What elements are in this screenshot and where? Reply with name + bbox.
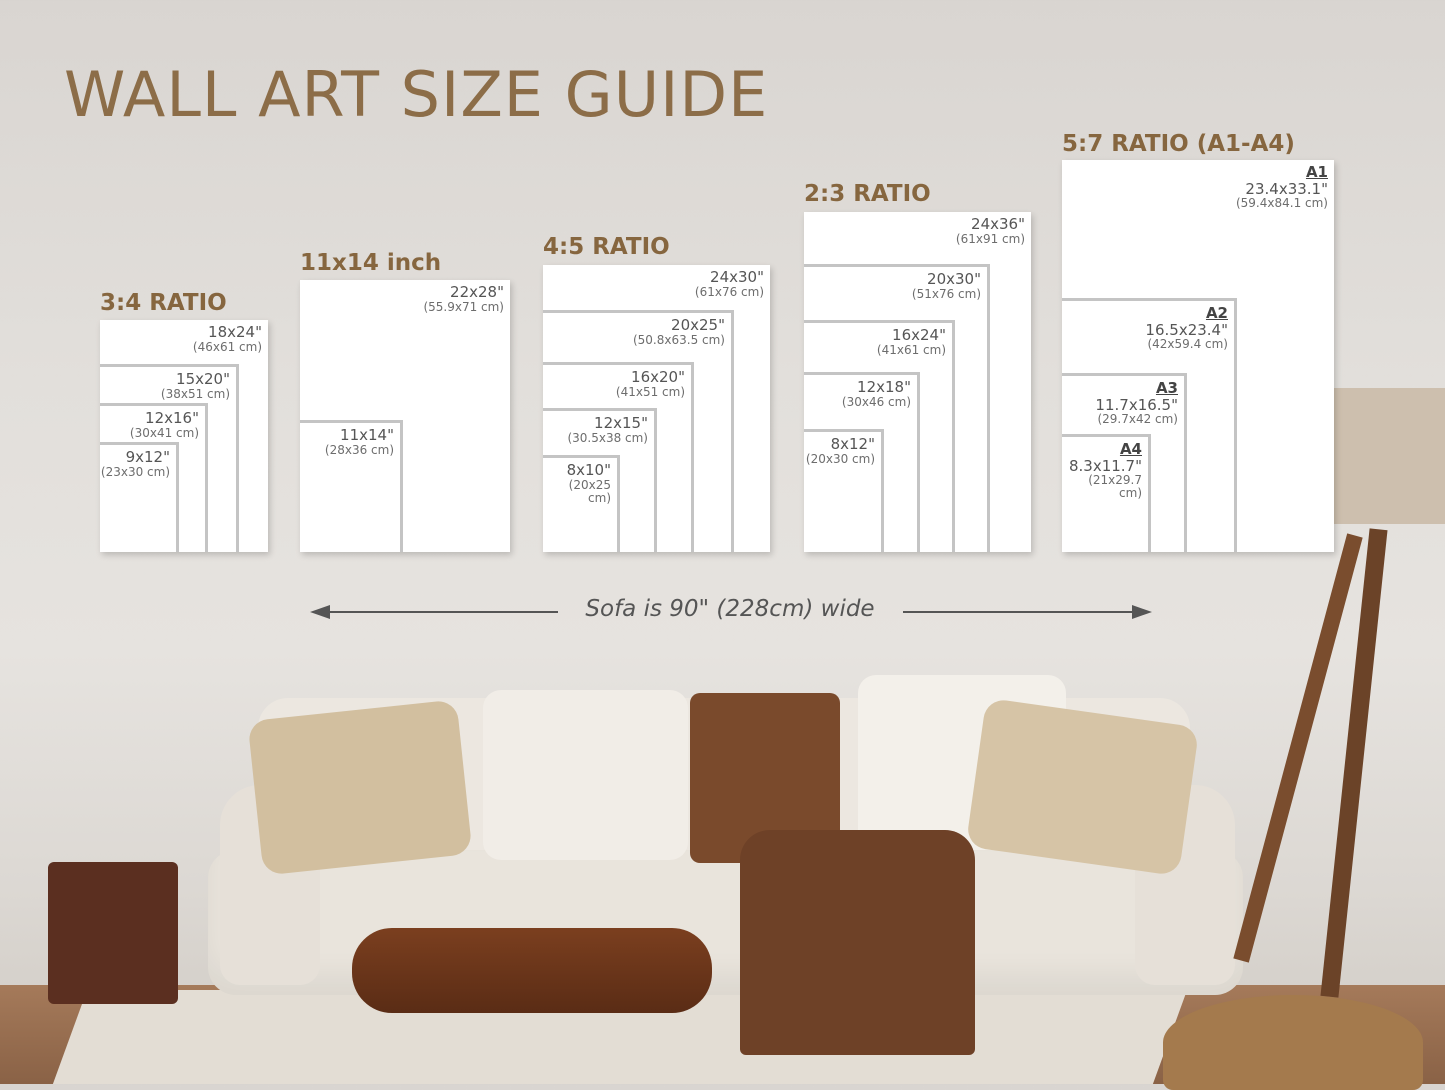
size-label: 11x14" (28x36 cm)	[325, 427, 394, 457]
arrow-right-icon	[1132, 605, 1152, 619]
size-inches: 20x30"	[927, 270, 981, 288]
size-cm: (41x61 cm)	[876, 342, 946, 357]
ratio-group-title: 11x14 inch	[300, 250, 442, 276]
size-cm: (29.7x42 cm)	[1097, 412, 1178, 426]
size-inches: 24x30"	[710, 268, 764, 286]
size-label: 24x36" (61x91 cm)	[956, 216, 1025, 246]
paper-size-code: A3	[1155, 379, 1178, 397]
size-inches: 12x18"	[857, 378, 911, 396]
size-label: 12x15" (30.5x38 cm)	[567, 415, 648, 445]
size-label: 20x30" (51x76 cm)	[912, 271, 981, 301]
size-label: 8x10" (20x25 cm)	[543, 462, 611, 505]
size-label: 9x12" (23x30 cm)	[101, 449, 170, 479]
size-label: 18x24" (46x61 cm)	[193, 324, 262, 354]
paper-size-code: A2	[1205, 304, 1228, 322]
size-inches: 20x25"	[671, 316, 725, 334]
size-label: 12x16" (30x41 cm)	[130, 410, 199, 440]
size-cm: (46x61 cm)	[192, 339, 262, 354]
size-cm: (20x25 cm)	[568, 477, 611, 505]
coffee-table	[352, 928, 712, 1013]
size-inches: 9x12"	[125, 448, 170, 466]
size-label: 16x24" (41x61 cm)	[877, 327, 946, 357]
size-label: 22x28" (55.9x71 cm)	[423, 284, 504, 314]
size-inches: 8.3x11.7"	[1068, 456, 1142, 475]
size-cm: (20x30 cm)	[805, 451, 875, 466]
size-cm: (30.5x38 cm)	[567, 430, 648, 445]
print-size-frame: A4 8.3x11.7" (21x29.7 cm)	[1062, 434, 1151, 552]
size-cm: (21x29.7 cm)	[1088, 473, 1142, 501]
size-inches: 16x20"	[631, 368, 685, 386]
size-inches: 8x12"	[830, 435, 875, 453]
size-label: A4 8.3x11.7" (21x29.7 cm)	[1062, 441, 1142, 500]
size-inches: 15x20"	[176, 370, 230, 388]
pillow	[247, 699, 473, 876]
size-cm: (51x76 cm)	[911, 286, 981, 301]
size-label: 20x25" (50.8x63.5 cm)	[633, 317, 725, 347]
size-inches: 11.7x16.5"	[1095, 395, 1178, 414]
print-size-frame: 11x14" (28x36 cm)	[300, 420, 403, 552]
size-inches: 23.4x33.1"	[1245, 179, 1328, 198]
ratio-group-title: 2:3 RATIO	[804, 181, 931, 207]
size-cm: (59.4x84.1 cm)	[1235, 196, 1328, 210]
size-cm: (42x59.4 cm)	[1147, 337, 1228, 351]
size-inches: 16.5x23.4"	[1145, 320, 1228, 339]
size-inches: 12x16"	[145, 409, 199, 427]
print-size-frame: 8x12" (20x30 cm)	[804, 429, 884, 552]
paper-size-code: A1	[1305, 163, 1328, 181]
size-cm: (41x51 cm)	[615, 384, 685, 399]
size-inches: 11x14"	[340, 426, 394, 444]
size-label: 12x18" (30x46 cm)	[842, 379, 911, 409]
size-label: A3 11.7x16.5" (29.7x42 cm)	[1095, 380, 1178, 426]
size-inches: 16x24"	[892, 326, 946, 344]
throw-blanket	[740, 830, 975, 1055]
size-label: 16x20" (41x51 cm)	[616, 369, 685, 399]
print-size-frame: 8x10" (20x25 cm)	[543, 455, 620, 552]
ratio-group-title: 5:7 RATIO (A1-A4)	[1062, 131, 1295, 157]
paper-size-code: A4	[1119, 440, 1142, 458]
size-inches: 18x24"	[208, 323, 262, 341]
size-cm: (61x76 cm)	[694, 284, 764, 299]
print-size-frame: 9x12" (23x30 cm)	[100, 442, 179, 552]
size-cm: (61x91 cm)	[955, 231, 1025, 246]
size-inches: 8x10"	[566, 461, 611, 479]
size-cm: (28x36 cm)	[324, 442, 394, 457]
size-inches: 12x15"	[594, 414, 648, 432]
ratio-group-title: 3:4 RATIO	[100, 290, 227, 316]
arrow-right-line	[903, 611, 1135, 613]
arrow-left-icon	[310, 605, 330, 619]
size-inches: 22x28"	[450, 283, 504, 301]
size-inches: 24x36"	[971, 215, 1025, 233]
size-cm: (55.9x71 cm)	[423, 299, 504, 314]
sofa-width-note: Sofa is 90" (228cm) wide	[585, 596, 875, 622]
magazine-rack	[48, 862, 178, 1004]
pillow	[965, 697, 1200, 877]
size-label: 15x20" (38x51 cm)	[161, 371, 230, 401]
size-label: A1 23.4x33.1" (59.4x84.1 cm)	[1236, 164, 1328, 210]
page-title: WALL ART SIZE GUIDE	[64, 58, 769, 131]
size-cm: (50.8x63.5 cm)	[632, 332, 725, 347]
size-label: A2 16.5x23.4" (42x59.4 cm)	[1145, 305, 1228, 351]
size-label: 24x30" (61x76 cm)	[695, 269, 764, 299]
size-label: 8x12" (20x30 cm)	[806, 436, 875, 466]
size-cm: (30x46 cm)	[841, 394, 911, 409]
size-cm: (23x30 cm)	[100, 464, 170, 479]
size-cm: (38x51 cm)	[160, 386, 230, 401]
wicker-pouf	[1163, 995, 1423, 1090]
ratio-group-title: 4:5 RATIO	[543, 234, 670, 260]
size-cm: (30x41 cm)	[129, 425, 199, 440]
pillow	[483, 690, 688, 860]
arrow-left-line	[318, 611, 558, 613]
